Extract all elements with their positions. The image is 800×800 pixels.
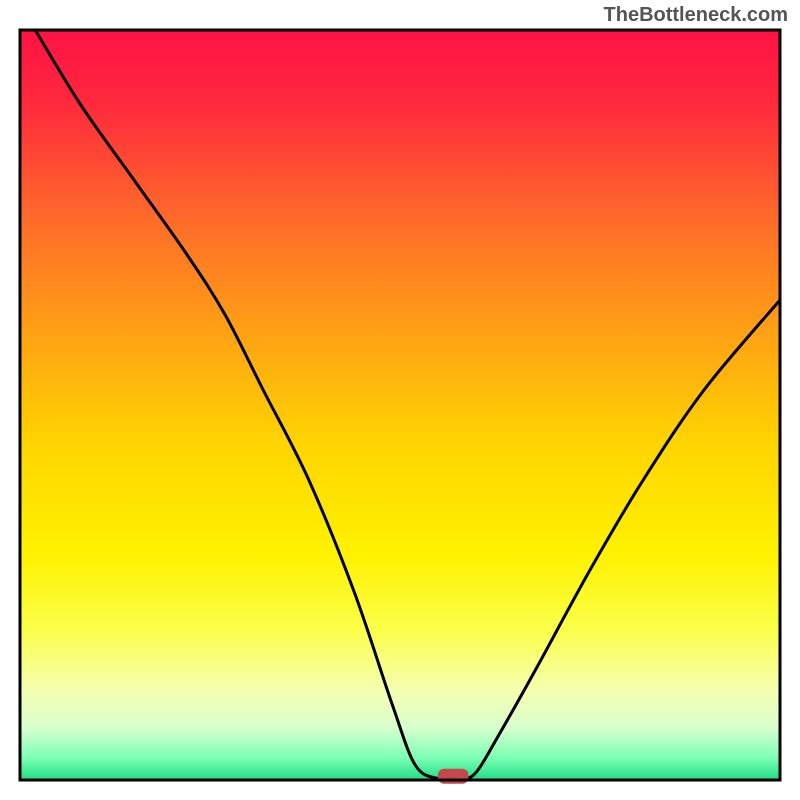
- bottleneck-chart: [0, 0, 800, 800]
- chart-background: [20, 30, 780, 780]
- watermark-text: TheBottleneck.com: [604, 4, 788, 27]
- chart-container: TheBottleneck.com: [0, 0, 800, 800]
